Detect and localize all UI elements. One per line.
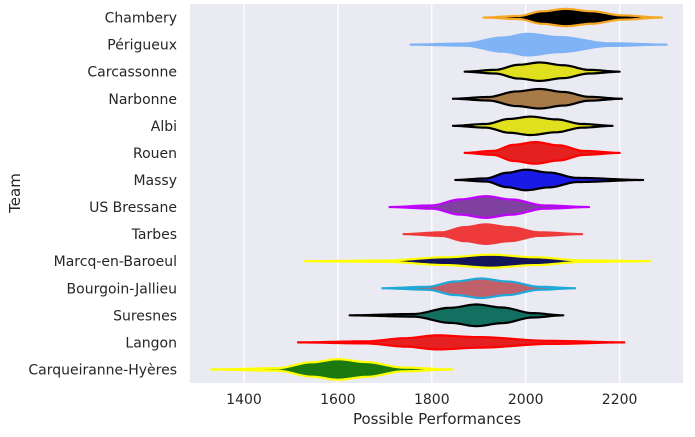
plot-background: [190, 4, 683, 383]
violin-rouen: [463, 140, 621, 165]
y-tick-label: Massy: [133, 173, 177, 189]
y-tick-label: Rouen: [133, 146, 177, 162]
y-tick-label: Suresnes: [113, 308, 177, 324]
x-tick-label: 1600: [320, 392, 356, 408]
violin-carcassonne: [463, 61, 621, 82]
violin-chambery: [482, 7, 663, 28]
violin-bourgoin-jallieu: [381, 277, 577, 300]
violin-langon: [296, 334, 626, 351]
violin-albi: [451, 115, 614, 137]
y-tick-label: Périgueux: [107, 38, 177, 54]
violin-tarbes: [402, 223, 584, 245]
x-tick-label: 2000: [508, 392, 544, 408]
violin-suresnes: [348, 303, 565, 328]
y-tick-label: Carqueiranne-Hyères: [28, 362, 177, 378]
y-tick-label: Tarbes: [131, 227, 177, 243]
y-tick-labels: Chambery Périgueux Carcassonne Narbonne Albi…: [28, 11, 177, 379]
y-axis-label: Team: [6, 173, 24, 214]
x-tick-label: 1800: [414, 392, 450, 408]
violin-narbonne: [451, 87, 624, 110]
y-tick-label: Albi: [151, 119, 177, 135]
violins: [210, 7, 668, 381]
y-tick-label: Marcq-en-Baroeul: [54, 254, 177, 270]
y-tick-label: US Bressane: [89, 200, 177, 216]
y-tick-label: Narbonne: [108, 92, 177, 108]
violin-p-rigueux: [409, 32, 668, 57]
y-tick-label: Langon: [125, 335, 177, 351]
y-tick-label: Chambery: [105, 11, 177, 27]
x-tick-labels: 1400 1600 1800 2000 2200: [226, 392, 637, 408]
violin-carqueiranne-hy-res: [210, 358, 455, 381]
y-tick-label: Carcassonne: [87, 65, 177, 81]
x-tick-label: 2200: [602, 392, 638, 408]
x-axis-label: Possible Performances: [353, 410, 521, 428]
violin-marcq-en-baroeul: [303, 253, 652, 269]
y-tick-label: Bourgoin-Jallieu: [67, 281, 177, 297]
x-tick-label: 1400: [226, 392, 262, 408]
violin-us-bressane: [388, 195, 591, 219]
violin-massy: [454, 168, 645, 192]
